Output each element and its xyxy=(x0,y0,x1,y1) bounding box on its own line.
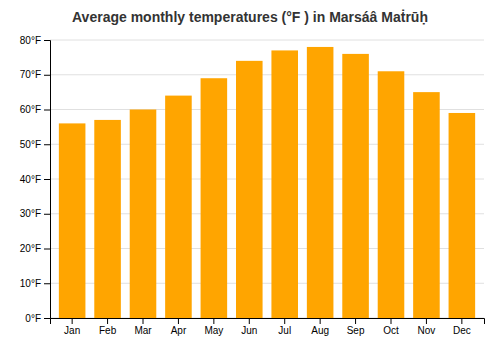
y-tick-label: 0°F xyxy=(25,313,41,324)
x-axis: Jan Feb Mar Apr May Jun Jul Aug Sep Oct Nov Dec xyxy=(51,318,485,336)
y-tick-label: 50°F xyxy=(20,139,41,150)
x-tick-mark xyxy=(426,318,427,324)
x-tick-label: Mar xyxy=(134,325,152,336)
y-tick-mark xyxy=(44,249,50,250)
y-tick-label: 10°F xyxy=(20,278,41,289)
y-tick: 80°F xyxy=(20,35,50,46)
bar xyxy=(413,92,440,318)
x-tick-label: Apr xyxy=(171,325,187,336)
x-tick-label: May xyxy=(204,325,223,336)
y-tick: 30°F xyxy=(20,208,50,219)
x-tick-mark xyxy=(391,318,392,324)
x-tick-mark xyxy=(249,318,250,324)
x-tick: Dec xyxy=(453,318,471,336)
x-tick-label: Nov xyxy=(418,325,436,336)
y-tick-mark xyxy=(44,214,50,215)
y-tick-label: 40°F xyxy=(20,174,41,185)
x-tick-mark xyxy=(143,318,144,324)
y-tick: 60°F xyxy=(20,104,50,115)
y-tick-mark xyxy=(44,283,50,284)
bar xyxy=(59,123,86,318)
plot-area: Jan Feb Mar Apr May Jun Jul Aug Sep Oct Nov Dec 0°F 1… xyxy=(20,35,485,336)
x-tick: Sep xyxy=(347,318,365,336)
grid-line xyxy=(50,40,484,41)
x-tick: May xyxy=(204,318,223,336)
x-tick-mark xyxy=(213,318,214,324)
bar xyxy=(94,120,121,318)
x-tick: Feb xyxy=(99,318,117,336)
bar xyxy=(449,113,476,318)
bar xyxy=(307,47,334,318)
x-tick-mark xyxy=(461,318,462,324)
x-tick-mark xyxy=(355,318,356,324)
x-tick: Oct xyxy=(383,318,399,336)
x-tick-label: Jan xyxy=(64,325,80,336)
x-tick-label: Feb xyxy=(99,325,117,336)
x-tick: Apr xyxy=(171,318,187,336)
y-tick-label: 20°F xyxy=(20,243,41,254)
bar xyxy=(165,96,192,318)
x-tick-mark xyxy=(107,318,108,324)
bar xyxy=(342,54,369,318)
grid-line xyxy=(50,74,484,75)
y-tick: 20°F xyxy=(20,243,50,254)
bar xyxy=(378,71,405,318)
x-tick-mark xyxy=(320,318,321,324)
y-tick-label: 30°F xyxy=(20,208,41,219)
x-tick-label: Dec xyxy=(453,325,471,336)
y-tick-label: 60°F xyxy=(20,104,41,115)
bar xyxy=(201,78,228,318)
y-tick-label: 80°F xyxy=(20,35,41,46)
y-tick-mark xyxy=(44,110,50,111)
y-tick: 70°F xyxy=(20,69,50,80)
y-tick-mark xyxy=(44,40,50,41)
x-tick-label: Oct xyxy=(383,325,399,336)
x-tick-mark xyxy=(178,318,179,324)
y-tick: 10°F xyxy=(20,278,50,289)
chart-title: Average monthly temperatures (°F ) in Ma… xyxy=(72,9,428,25)
chart-container: Average monthly temperatures (°F ) in Ma… xyxy=(0,0,500,350)
x-tick-label: Jul xyxy=(278,325,291,336)
y-tick: 50°F xyxy=(20,139,50,150)
y-tick-mark xyxy=(44,318,50,319)
x-tick: Jul xyxy=(278,318,291,336)
x-tick: Nov xyxy=(418,318,436,336)
x-tick-mark xyxy=(284,318,285,324)
y-axis: 0°F 10°F 20°F 30°F 40°F 50°F 60°F 70°F 80°F xyxy=(20,35,51,324)
y-tick-mark xyxy=(44,75,50,76)
y-tick: 40°F xyxy=(20,174,50,185)
bar xyxy=(271,50,298,318)
chart-svg: Average monthly temperatures (°F ) in Ma… xyxy=(0,0,500,350)
x-tick-label: Aug xyxy=(311,325,329,336)
x-tick: Jan xyxy=(64,318,80,336)
y-tick-label: 70°F xyxy=(20,69,41,80)
x-axis-line xyxy=(51,319,485,325)
x-tick: Mar xyxy=(134,318,152,336)
y-tick: 0°F xyxy=(25,313,50,324)
x-tick-label: Jun xyxy=(241,325,257,336)
x-tick: Aug xyxy=(311,318,329,336)
y-axis-line xyxy=(44,41,51,319)
bars xyxy=(59,47,475,318)
y-tick-mark xyxy=(44,179,50,180)
x-tick-label: Sep xyxy=(347,325,365,336)
bar xyxy=(130,110,157,319)
y-tick-mark xyxy=(44,144,50,145)
grid xyxy=(50,40,484,318)
bar xyxy=(236,61,263,318)
x-tick: Jun xyxy=(241,318,257,336)
x-tick-mark xyxy=(72,318,73,324)
